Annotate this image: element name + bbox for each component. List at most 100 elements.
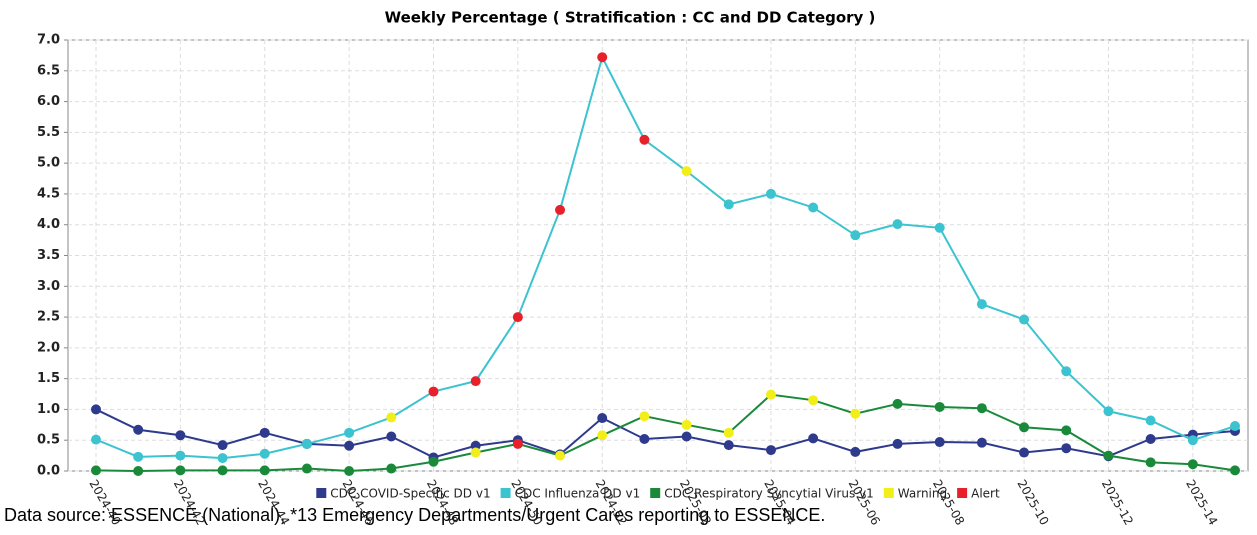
data-point — [681, 419, 692, 430]
y-tick-label: 6.0 — [37, 94, 60, 109]
data-point — [1061, 443, 1072, 454]
data-point — [639, 411, 650, 422]
data-point — [1187, 435, 1198, 446]
data-point — [512, 312, 523, 323]
legend-label: Warning — [898, 487, 947, 501]
data-point — [1145, 457, 1156, 468]
data-point — [976, 403, 987, 414]
data-point — [723, 440, 734, 451]
legend-label: Alert — [971, 487, 1000, 501]
data-point — [892, 438, 903, 449]
data-point — [217, 453, 228, 464]
legend-swatch — [316, 488, 327, 498]
y-tick-label: 0.0 — [37, 464, 60, 479]
data-point — [344, 440, 355, 451]
y-tick-label: 1.0 — [37, 402, 60, 417]
data-point — [555, 450, 566, 461]
data-point — [808, 202, 819, 213]
data-point — [175, 450, 186, 461]
series-line — [95, 393, 1236, 473]
x-tick-label: 2025-08 — [930, 477, 967, 527]
x-tick-label: 2025-06 — [846, 477, 883, 527]
data-point — [133, 451, 144, 462]
data-point — [470, 376, 481, 387]
data-point — [850, 230, 861, 241]
data-point — [681, 431, 692, 442]
data-point — [765, 188, 776, 199]
data-point — [133, 424, 144, 435]
y-tick-label: 3.0 — [37, 279, 60, 294]
data-point — [765, 389, 776, 400]
data-point — [386, 412, 397, 423]
data-point — [639, 433, 650, 444]
data-point — [723, 427, 734, 438]
data-point — [428, 456, 439, 467]
data-point — [555, 204, 566, 215]
series-line — [95, 54, 1236, 460]
data-point — [976, 437, 987, 448]
y-tick-label: 2.0 — [37, 340, 60, 355]
data-point — [597, 430, 608, 441]
y-tick-label: 4.5 — [37, 186, 60, 201]
chart-title: Weekly Percentage ( Stratification : CC … — [385, 9, 876, 27]
y-tick-label: 2.5 — [37, 310, 60, 325]
data-point — [1230, 421, 1240, 432]
data-point — [639, 134, 650, 145]
data-point — [386, 431, 397, 442]
source-note: Data source: ESSENCE (National), *13 Eme… — [4, 505, 825, 525]
data-point — [1019, 422, 1030, 433]
x-tick-label: 2025-10 — [1014, 477, 1051, 527]
legend-swatch — [650, 488, 661, 498]
data-point — [301, 463, 312, 474]
data-point — [597, 52, 608, 63]
data-point — [808, 395, 819, 406]
data-point — [344, 466, 355, 476]
data-point — [91, 434, 101, 445]
y-tick-label: 1.5 — [37, 371, 60, 386]
data-point — [934, 222, 945, 233]
data-point — [934, 401, 945, 412]
data-point — [597, 413, 608, 424]
data-point — [765, 445, 776, 456]
data-point — [133, 466, 144, 476]
data-point — [259, 448, 270, 459]
data-point — [808, 433, 819, 444]
legend-swatch — [500, 488, 511, 498]
y-tick-label: 5.5 — [37, 125, 60, 140]
data-point — [259, 427, 270, 438]
legend-label: CDC Respiratory Syncytial Virus v1 — [664, 487, 874, 501]
legend-swatch — [957, 488, 968, 498]
data-point — [91, 404, 101, 415]
data-point — [1061, 425, 1072, 436]
x-tick-label: 2025-14 — [1183, 477, 1220, 527]
data-point — [723, 199, 734, 210]
data-point — [259, 465, 270, 476]
legend: CDC COVID-Specific DD v1 CDC Influenza DD… — [316, 487, 1000, 501]
data-point — [175, 465, 186, 476]
data-point — [344, 427, 355, 438]
data-point — [850, 408, 861, 419]
data-point — [681, 166, 692, 177]
data-point — [217, 465, 228, 476]
y-tick-label: 4.0 — [37, 217, 60, 232]
y-tick-label: 0.5 — [37, 433, 60, 448]
data-point — [1230, 465, 1240, 476]
data-point — [175, 430, 186, 441]
data-point — [850, 446, 861, 457]
data-point — [386, 463, 397, 474]
data-point — [91, 465, 101, 476]
data-point — [892, 219, 903, 230]
data-point — [428, 386, 439, 397]
x-tick-label: 2025-12 — [1099, 477, 1136, 527]
data-point — [1145, 433, 1156, 444]
series-line — [95, 408, 1236, 459]
data-point — [1145, 415, 1156, 426]
data-point — [1187, 459, 1198, 470]
y-tick-label: 3.5 — [37, 248, 60, 263]
data-point — [976, 299, 987, 310]
data-point — [512, 438, 523, 449]
legend-label: CDC Influenza DD v1 — [515, 487, 641, 501]
data-point — [1103, 450, 1114, 461]
y-tick-label: 7.0 — [37, 33, 60, 48]
